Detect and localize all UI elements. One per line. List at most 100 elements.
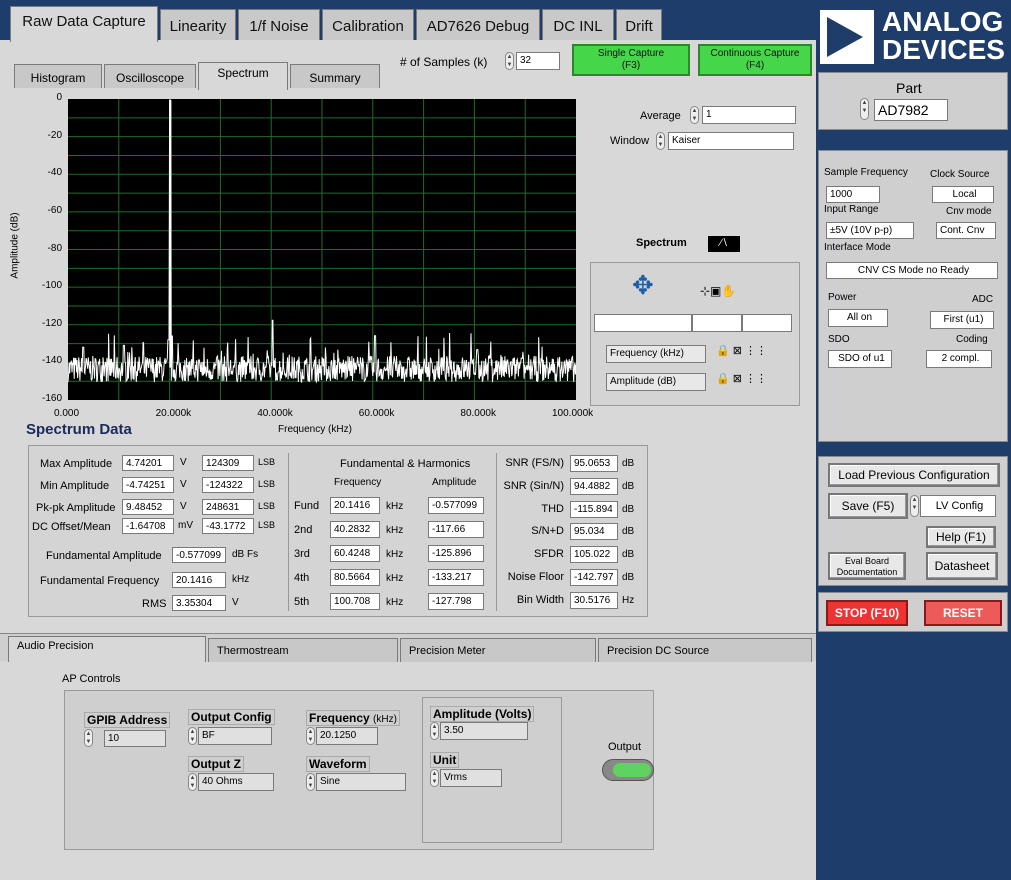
max-amplitude-lsb-unit: LSB [258, 457, 276, 467]
amplitude-axis-lock-icon[interactable]: 🔒 ⊠ ⋮⋮ [716, 373, 768, 385]
logo-text-line2: DEVICES [882, 34, 1005, 65]
frequency-spinner[interactable]: ▲ ▼ [306, 727, 315, 745]
x-tick-label: 60.000k [358, 408, 395, 419]
fundamental-amplitude-unit: dB Fs [232, 549, 259, 560]
tab-drift[interactable]: Drift [616, 9, 662, 40]
continuous-capture-key: (F4) [745, 60, 765, 71]
single-capture-button[interactable]: Single Capture (F3) [572, 44, 690, 76]
subtab-oscilloscope[interactable]: Oscilloscope [104, 64, 196, 88]
continuous-capture-button[interactable]: Continuous Capture (F4) [698, 44, 812, 76]
y-axis-label: Amplitude (dB) [9, 212, 21, 279]
clock-source-label: Clock Source [930, 169, 990, 180]
window-field[interactable]: Kaiser [668, 132, 794, 150]
tab-audio-precision[interactable]: Audio Precision [8, 636, 206, 662]
spectrum-plot[interactable] [68, 99, 576, 400]
frequency-label-text: Frequency [309, 711, 370, 725]
tab-dc-inl[interactable]: DC INL [542, 9, 614, 40]
average-field[interactable]: 1 [702, 106, 796, 124]
subtab-summary[interactable]: Summary [290, 64, 380, 88]
part-spinner[interactable]: ▲ ▼ [860, 98, 869, 120]
interface-mode-field[interactable]: CNV CS Mode no Ready [826, 262, 998, 279]
save-button[interactable]: Save (F5) [828, 493, 908, 519]
output-z-field[interactable]: 40 Ohms [198, 773, 274, 791]
output-config-spinner[interactable]: ▲ ▼ [188, 727, 197, 745]
max-amplitude-value: 4.74201 [122, 455, 174, 471]
tab-thermostream[interactable]: Thermostream [208, 638, 398, 662]
tab-linearity[interactable]: Linearity [160, 9, 236, 40]
metric-label: Bin Width [516, 593, 564, 606]
samples-label: # of Samples (k) [400, 55, 488, 69]
cursor-field-2 [692, 314, 742, 332]
samples-field[interactable]: 32 [516, 52, 560, 70]
tab-raw-data-capture[interactable]: Raw Data Capture [10, 6, 158, 42]
fundamental-frequency-value: 20.1416 [172, 572, 226, 588]
cnv-mode-field[interactable]: Cont. Cnv [936, 222, 996, 239]
metric-label: THD [541, 502, 564, 515]
tab-calibration[interactable]: Calibration [322, 9, 414, 40]
dc-offset-lsb: -43.1772 [202, 518, 254, 534]
adc-field[interactable]: First (u1) [930, 311, 994, 329]
waveform-spinner[interactable]: ▲ ▼ [306, 773, 315, 791]
coding-field[interactable]: 2 compl. [926, 350, 992, 368]
metric-label: SNR (FS/N) [505, 457, 564, 469]
pan-cursor-icon[interactable]: ✥ [632, 270, 654, 300]
frequency-axis-lock-icon[interactable]: 🔒 ⊠ ⋮⋮ [716, 345, 768, 357]
waveform-field[interactable]: Sine [316, 773, 406, 791]
sdo-field[interactable]: SDO of u1 [828, 350, 892, 368]
window-spinner[interactable]: ▲ ▼ [656, 132, 665, 150]
tab-precision-meter[interactable]: Precision Meter [400, 638, 596, 662]
fundamental-frequency-unit: kHz [232, 574, 250, 585]
output-config-field[interactable]: BF [198, 727, 272, 745]
plot-legend-swatch[interactable]: ∕∖ [708, 236, 740, 252]
unit-spinner[interactable]: ▲ ▼ [430, 769, 439, 787]
ap-controls-title: AP Controls [62, 673, 121, 685]
spectrum-trace [68, 99, 576, 384]
lv-config-spinner[interactable]: ▲ ▼ [910, 495, 919, 517]
frequency-unit: (kHz) [373, 714, 397, 725]
subtab-spectrum[interactable]: Spectrum [198, 62, 288, 90]
metric-value: -142.797 [570, 569, 618, 586]
load-config-button[interactable]: Load Previous Configuration [828, 463, 1000, 487]
reset-button[interactable]: RESET [924, 600, 1002, 626]
frequency-axis-field[interactable]: Frequency (kHz) [606, 345, 706, 363]
zoom-tools-icon[interactable]: ⊹▣✋ [700, 284, 737, 298]
output-z-spinner[interactable]: ▲ ▼ [188, 773, 197, 791]
y-tick-label: -140 [41, 355, 62, 367]
lv-config-field[interactable]: LV Config [920, 495, 996, 517]
amplitude-label: Amplitude (Volts) [430, 706, 535, 722]
unit-field[interactable]: Vrms [440, 769, 502, 787]
eval-board-documentation-button[interactable]: Eval Board Documentation [828, 552, 906, 580]
amplitude-spinner[interactable]: ▲ ▼ [430, 722, 439, 740]
tab-ad7626-debug[interactable]: AD7626 Debug [416, 9, 540, 40]
subtab-histogram[interactable]: Histogram [14, 64, 102, 88]
output-led-button[interactable] [602, 759, 654, 781]
max-amplitude-lsb: 124309 [202, 455, 254, 471]
gpib-field[interactable]: 10 [104, 730, 166, 747]
tab-precision-dc-source[interactable]: Precision DC Source [598, 638, 812, 662]
clock-source-field[interactable]: Local [932, 186, 994, 203]
y-tick-label: -80 [47, 242, 62, 254]
stop-button[interactable]: STOP (F10) [826, 600, 908, 626]
y-tick-label: -60 [47, 204, 62, 216]
amplitude-field[interactable]: 3.50 [440, 722, 528, 740]
harmonic-frequency: 20.1416 [330, 497, 380, 514]
datasheet-button[interactable]: Datasheet [926, 552, 998, 580]
metric-value: 30.5176 [570, 591, 618, 609]
help-button[interactable]: Help (F1) [926, 526, 996, 548]
frequency-field[interactable]: 20.1250 [316, 727, 378, 745]
average-spinner[interactable]: ▲ ▼ [690, 106, 699, 124]
amplitude-axis-field[interactable]: Amplitude (dB) [606, 373, 706, 391]
input-range-field[interactable]: ±5V (10V p-p) [826, 222, 914, 239]
gpib-label: GPIB Address [84, 712, 171, 728]
single-capture-label: Single Capture [597, 48, 665, 59]
metric-value: 94.4882 [570, 477, 618, 495]
sample-frequency-field[interactable]: 1000 [826, 186, 880, 203]
samples-spinner[interactable]: ▲ ▼ [505, 52, 514, 70]
gpib-spinner[interactable]: ▲ ▼ [84, 729, 93, 747]
dc-offset-label: DC Offset/Mean [32, 521, 111, 533]
max-amplitude-label: Max Amplitude [40, 458, 113, 470]
part-field[interactable]: AD7982 [874, 99, 948, 121]
tab-1f-noise[interactable]: 1/f Noise [238, 9, 320, 40]
harmonic-frequency: 100.708 [330, 593, 380, 610]
power-field[interactable]: All on [828, 309, 888, 327]
